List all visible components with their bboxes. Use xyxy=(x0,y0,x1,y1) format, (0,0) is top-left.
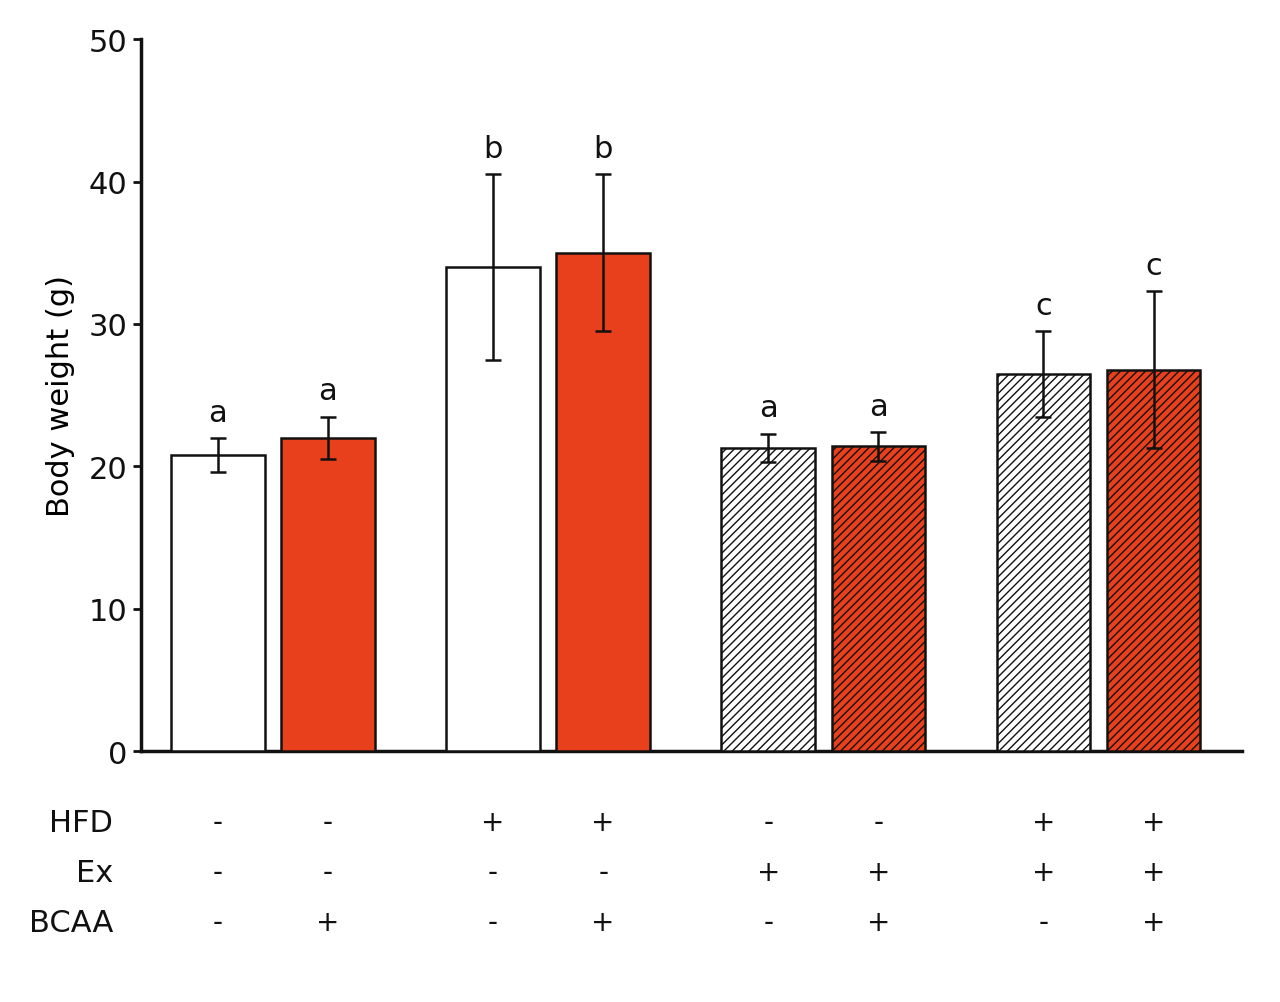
Bar xyxy=(447,268,540,752)
Text: a: a xyxy=(319,377,338,406)
Text: -: - xyxy=(323,809,333,837)
Bar xyxy=(722,449,815,752)
Text: c: c xyxy=(1036,292,1052,321)
Text: +: + xyxy=(1142,859,1165,887)
Text: +: + xyxy=(1142,908,1165,936)
Text: a: a xyxy=(209,398,228,427)
Text: -: - xyxy=(763,908,773,936)
Bar xyxy=(832,447,925,752)
Text: -: - xyxy=(1038,908,1048,936)
Text: b: b xyxy=(484,135,503,164)
Text: HFD: HFD xyxy=(50,809,114,837)
Bar xyxy=(1107,370,1201,752)
Y-axis label: Body weight (g): Body weight (g) xyxy=(46,275,74,517)
Text: -: - xyxy=(598,859,608,887)
Text: -: - xyxy=(212,908,223,936)
Text: +: + xyxy=(316,908,339,936)
Text: -: - xyxy=(763,809,773,837)
Bar xyxy=(172,456,265,752)
Text: -: - xyxy=(212,859,223,887)
Bar xyxy=(557,254,650,752)
Text: c: c xyxy=(1146,252,1162,281)
Text: +: + xyxy=(1142,809,1165,837)
Bar xyxy=(282,439,375,752)
Text: -: - xyxy=(323,859,333,887)
Text: -: - xyxy=(488,908,498,936)
Text: a: a xyxy=(869,393,888,422)
Text: b: b xyxy=(594,135,613,164)
Text: a: a xyxy=(759,394,778,423)
Text: +: + xyxy=(1032,859,1055,887)
Text: +: + xyxy=(591,809,614,837)
Text: +: + xyxy=(867,859,890,887)
Text: Ex: Ex xyxy=(76,858,114,887)
Text: +: + xyxy=(591,908,614,936)
Text: +: + xyxy=(481,809,504,837)
Bar xyxy=(997,375,1091,752)
Text: -: - xyxy=(873,809,883,837)
Text: +: + xyxy=(756,859,780,887)
Text: -: - xyxy=(488,859,498,887)
Text: -: - xyxy=(212,809,223,837)
Text: +: + xyxy=(1032,809,1055,837)
Text: +: + xyxy=(867,908,890,936)
Text: BCAA: BCAA xyxy=(29,908,114,937)
